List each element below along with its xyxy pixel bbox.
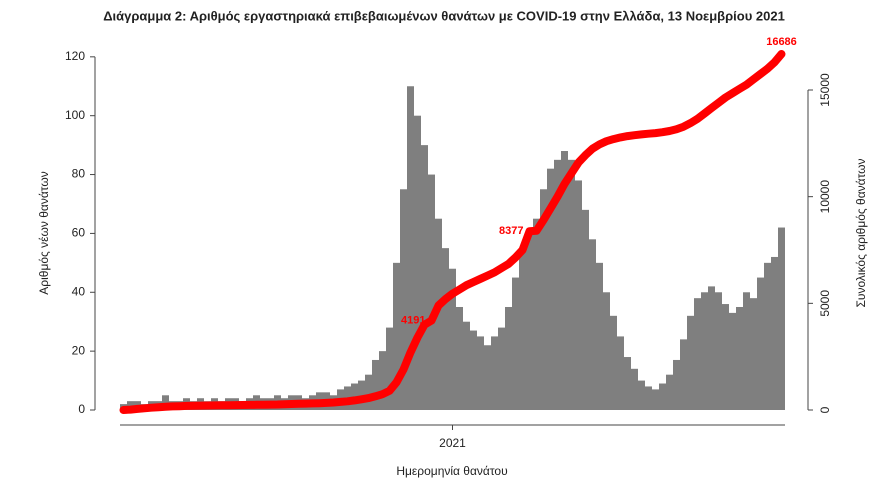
bar <box>694 298 701 410</box>
bar <box>687 315 694 410</box>
bar <box>666 374 673 410</box>
bar <box>470 330 477 410</box>
bar <box>421 145 428 410</box>
bar <box>512 277 519 410</box>
y2-tick-label: 10000 <box>818 180 832 214</box>
data-label: 16686 <box>766 36 797 48</box>
bar <box>743 292 750 410</box>
bar <box>701 292 708 410</box>
bar <box>638 380 645 410</box>
y2-tick-label: 5000 <box>818 290 832 317</box>
bar <box>442 248 449 410</box>
y-tick-label: 120 <box>65 49 85 63</box>
bar <box>554 159 561 410</box>
bar <box>778 227 785 410</box>
y2-axis-label: Συνολικός αριθμός θανάτων <box>854 158 868 307</box>
y-tick-label: 20 <box>72 343 86 357</box>
x-axis-label: Ημερομηνία θανάτου <box>396 464 507 478</box>
bar <box>414 115 421 411</box>
y-tick-label: 0 <box>78 402 85 416</box>
y-tick-label: 40 <box>72 284 86 298</box>
bar <box>505 306 512 410</box>
y-tick-label: 100 <box>65 108 85 122</box>
bar <box>162 395 169 410</box>
bar <box>764 262 771 410</box>
x-tick-label: 2021 <box>439 436 466 450</box>
bar <box>561 151 568 411</box>
bar <box>771 256 778 410</box>
bar <box>610 315 617 410</box>
y2-tick-label: 15000 <box>818 73 832 107</box>
bar <box>722 304 729 410</box>
bar <box>750 298 757 410</box>
bar <box>519 248 526 410</box>
bar <box>393 262 400 410</box>
bar <box>624 357 631 410</box>
y-tick-label: 80 <box>72 167 86 181</box>
data-label: 4191 <box>401 314 425 326</box>
chart-title: Διάγραμμα 2: Αριθμός εργαστηριακά επιβεβ… <box>103 8 785 23</box>
bar <box>736 306 743 410</box>
bar <box>526 233 533 410</box>
bar <box>575 180 582 410</box>
bar <box>540 189 547 410</box>
bar <box>757 277 764 410</box>
bar <box>617 336 624 410</box>
bar <box>645 386 652 410</box>
bar <box>589 239 596 410</box>
data-label: 8377 <box>499 225 523 237</box>
bar <box>400 189 407 410</box>
bar <box>484 345 491 410</box>
bar <box>582 209 589 410</box>
bar <box>498 327 505 410</box>
bar <box>491 336 498 410</box>
bar <box>428 174 435 410</box>
y-axis-label: Αριθμός νέων θανάτων <box>37 171 51 294</box>
y2-tick-label: 0 <box>818 406 832 413</box>
bar <box>568 159 575 410</box>
bar <box>708 286 715 410</box>
cumulative-line <box>119 50 786 414</box>
bar <box>603 292 610 410</box>
y-tick-label: 60 <box>72 226 86 240</box>
bar <box>407 86 414 410</box>
bar <box>680 339 687 410</box>
bar <box>379 351 386 410</box>
bar <box>547 168 554 410</box>
bar <box>463 321 470 410</box>
bar <box>533 218 540 410</box>
bar <box>659 383 666 410</box>
bar <box>477 336 484 410</box>
bar <box>673 359 680 410</box>
bar <box>596 262 603 410</box>
bar <box>729 312 736 410</box>
bar <box>372 359 379 410</box>
bar <box>365 374 372 410</box>
bar <box>449 268 456 410</box>
bar <box>631 368 638 410</box>
bar <box>456 306 463 410</box>
bar <box>652 389 659 410</box>
bar <box>715 292 722 410</box>
bar <box>386 327 393 410</box>
